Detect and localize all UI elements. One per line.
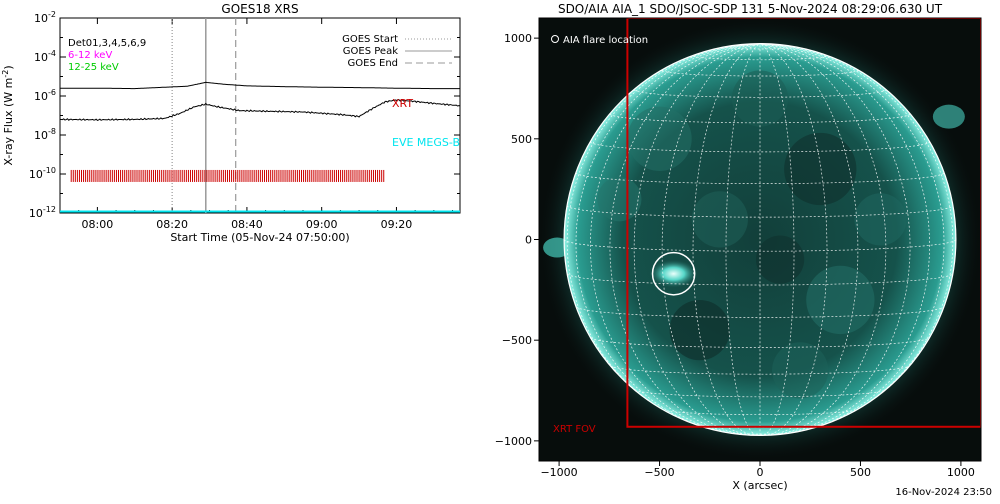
aia-solar-image: SDO/AIA AIA_1 SDO/JSOC-SDP 131 5-Nov-202… bbox=[495, 2, 982, 492]
series-long-channel bbox=[60, 81, 460, 90]
latitude-line bbox=[567, 273, 953, 286]
aia-y-tick-label: 1000 bbox=[504, 32, 532, 45]
disk-texture-patch bbox=[772, 342, 829, 399]
aia-y-tick-label: 500 bbox=[511, 133, 532, 146]
legend-right-label: GOES Start bbox=[342, 34, 398, 45]
y-tick-label: 10-2 bbox=[34, 10, 56, 25]
longitude-line bbox=[759, 43, 887, 436]
legend-right-label: GOES End bbox=[348, 58, 398, 69]
y-axis-label: X-ray Flux (W m-2) bbox=[1, 65, 15, 165]
aia-x-tick-label: −1000 bbox=[540, 466, 577, 479]
disk-texture-patch bbox=[627, 106, 692, 171]
aia-y-tick-label: −1000 bbox=[495, 435, 532, 448]
eve-megs-b-label: EVE MEGS-B bbox=[392, 136, 460, 149]
longitude-line bbox=[759, 43, 828, 436]
disk-texture-patch bbox=[691, 191, 748, 248]
x-tick-label: 08:40 bbox=[231, 218, 263, 231]
xrt-observation-band bbox=[70, 169, 385, 182]
longitude-line bbox=[759, 43, 930, 434]
disk-texture-patch bbox=[755, 235, 805, 284]
xrt-fov-label: XRT FOV bbox=[553, 424, 596, 435]
goes-xrs-lightcurve-panel: GOES18 XRS 10-2 10-4 10-6 10-8 10-10 10-12 08:0… bbox=[0, 0, 470, 260]
legend-left-item: 6-12 keV bbox=[68, 50, 112, 61]
longitude-line bbox=[692, 43, 761, 436]
latitude-line bbox=[634, 389, 886, 398]
aia-x-axis-label: X (arcsec) bbox=[732, 479, 787, 492]
latitude-line bbox=[692, 55, 828, 61]
longitude-line bbox=[590, 43, 761, 434]
flare-legend-marker bbox=[551, 35, 559, 43]
aia-y-tick-label: 0 bbox=[525, 234, 532, 247]
y-tick-label: 10-10 bbox=[29, 166, 56, 181]
x-tick-label: 08:00 bbox=[82, 218, 114, 231]
x-tick-label: 09:20 bbox=[381, 218, 413, 231]
longitude-line bbox=[566, 43, 761, 424]
legend-right-label: GOES Peak bbox=[343, 46, 398, 57]
goes-xrs-chart: GOES18 XRS 10-2 10-4 10-6 10-8 10-10 10-12 08:0… bbox=[1, 2, 461, 244]
disk-texture-patch bbox=[854, 193, 907, 246]
disk-texture-patch bbox=[669, 299, 730, 361]
solar-limb-line bbox=[563, 43, 957, 436]
longitude-line bbox=[759, 43, 954, 424]
legend-left-item: Det01,3,4,5,6,9 bbox=[68, 38, 146, 49]
flare-location-circle bbox=[651, 251, 696, 296]
latitude-line bbox=[590, 141, 930, 153]
aia-y-tick-label: −500 bbox=[502, 334, 532, 347]
disk-texture-patch bbox=[597, 177, 642, 222]
legend-left-item: 12-25 keV bbox=[68, 62, 119, 73]
x-tick-label: 09:00 bbox=[306, 218, 338, 231]
longitude-line bbox=[725, 43, 761, 436]
disk-texture-patch bbox=[784, 132, 857, 206]
y-tick-label: 10-6 bbox=[34, 88, 56, 103]
disk-texture-patch bbox=[806, 265, 875, 335]
y-tick-label: 10-4 bbox=[34, 49, 56, 64]
disk-texture bbox=[597, 70, 907, 399]
aia-x-tick-label: 500 bbox=[850, 466, 871, 479]
y-tick-label: 10-8 bbox=[34, 127, 56, 142]
limb-loop-west bbox=[932, 104, 965, 129]
x-tick-label: 08:20 bbox=[156, 218, 188, 231]
latitude-line bbox=[566, 205, 954, 218]
aia-x-tick-label: −500 bbox=[644, 466, 674, 479]
series-short-channel bbox=[59, 99, 461, 121]
longitude-line bbox=[759, 43, 859, 436]
xrt-fov-box bbox=[626, 18, 981, 428]
flare-legend-label: AIA flare location bbox=[563, 35, 648, 46]
chart-title: GOES18 XRS bbox=[221, 2, 298, 16]
xrt-label: XRT bbox=[392, 97, 413, 110]
aia-image-content bbox=[539, 18, 981, 461]
aia-title: SDO/AIA AIA_1 SDO/JSOC-SDP 131 5-Nov-202… bbox=[558, 2, 943, 16]
longitude-line bbox=[633, 43, 761, 436]
flare-brightening bbox=[649, 259, 698, 288]
longitude-line bbox=[661, 43, 761, 436]
footer-timestamp: 16-Nov-2024 23:50 bbox=[895, 487, 992, 498]
aia-x-tick-label: 1000 bbox=[947, 466, 975, 479]
aia-x-tick-label: 0 bbox=[757, 466, 764, 479]
longitude-line bbox=[759, 43, 795, 436]
x-axis-label: Start Time (05-Nov-24 07:50:00) bbox=[170, 231, 349, 244]
aia-image-panel: SDO/AIA AIA_1 SDO/JSOC-SDP 131 5-Nov-202… bbox=[495, 0, 1000, 500]
latitude-line bbox=[609, 365, 911, 375]
y-tick-label: 10-12 bbox=[29, 205, 56, 220]
